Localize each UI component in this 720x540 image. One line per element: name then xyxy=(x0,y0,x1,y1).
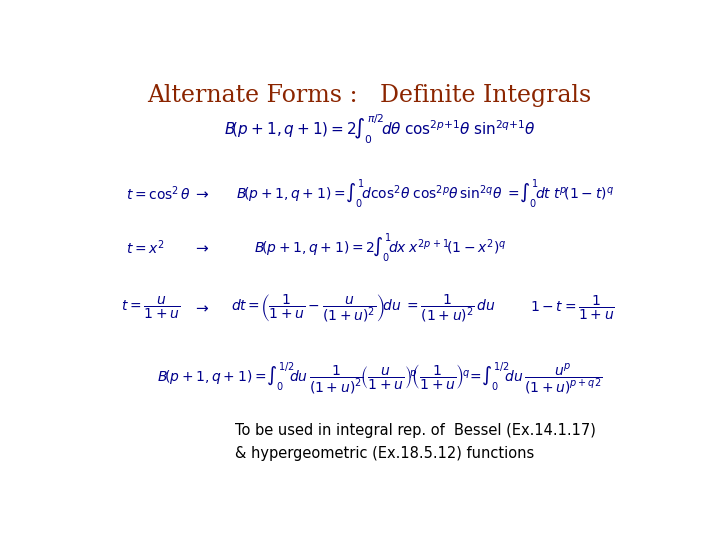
Text: $B\!\left(p+1,q+1\right)=2\!\int_0^{1}\!dx\;x^{2p+1}\!\left(1-x^2\right)^{q}$: $B\!\left(p+1,q+1\right)=2\!\int_0^{1}\!… xyxy=(254,231,506,264)
Text: $\rightarrow$: $\rightarrow$ xyxy=(193,186,210,201)
Text: $1-t=\dfrac{1}{1+u}$: $1-t=\dfrac{1}{1+u}$ xyxy=(530,294,615,322)
Text: $\rightarrow$: $\rightarrow$ xyxy=(193,240,210,255)
Text: $\rightarrow$: $\rightarrow$ xyxy=(193,301,210,315)
Text: $B\!\left(p+1,q+1\right)=\!\int_0^{1/2}\!\!du\,\dfrac{1}{\left(1+u\right)^2}\!\l: $B\!\left(p+1,q+1\right)=\!\int_0^{1/2}\… xyxy=(158,361,603,397)
Text: $dt=\!\left(\dfrac{1}{1+u}-\dfrac{u}{\left(1+u\right)^2}\right)\!du\;=\dfrac{1}{: $dt=\!\left(\dfrac{1}{1+u}-\dfrac{u}{\le… xyxy=(231,292,496,324)
Text: $B\!\left(p+1,q+1\right)=\!\int_0^{1}\!d\cos^2\!\theta\;\cos^{2p}\!\theta\,\sin^: $B\!\left(p+1,q+1\right)=\!\int_0^{1}\!d… xyxy=(236,177,613,210)
Text: $t=\dfrac{u}{1+u}$: $t=\dfrac{u}{1+u}$ xyxy=(121,295,180,321)
Text: $t=x^2$: $t=x^2$ xyxy=(126,239,165,257)
Text: To be used in integral rep. of  Bessel (Ex.14.1.17)
& hypergeometric (Ex.18.5.12: To be used in integral rep. of Bessel (E… xyxy=(235,423,596,461)
Text: $t=\cos^2\theta$: $t=\cos^2\theta$ xyxy=(126,184,192,203)
Text: Alternate Forms :   Definite Integrals: Alternate Forms : Definite Integrals xyxy=(147,84,591,106)
Text: $B\!\left(p+1,q+1\right)=2\!\int_0^{\pi/2}\!d\theta\;\cos^{2p+1}\!\theta\;\sin^{: $B\!\left(p+1,q+1\right)=2\!\int_0^{\pi/… xyxy=(224,112,536,146)
